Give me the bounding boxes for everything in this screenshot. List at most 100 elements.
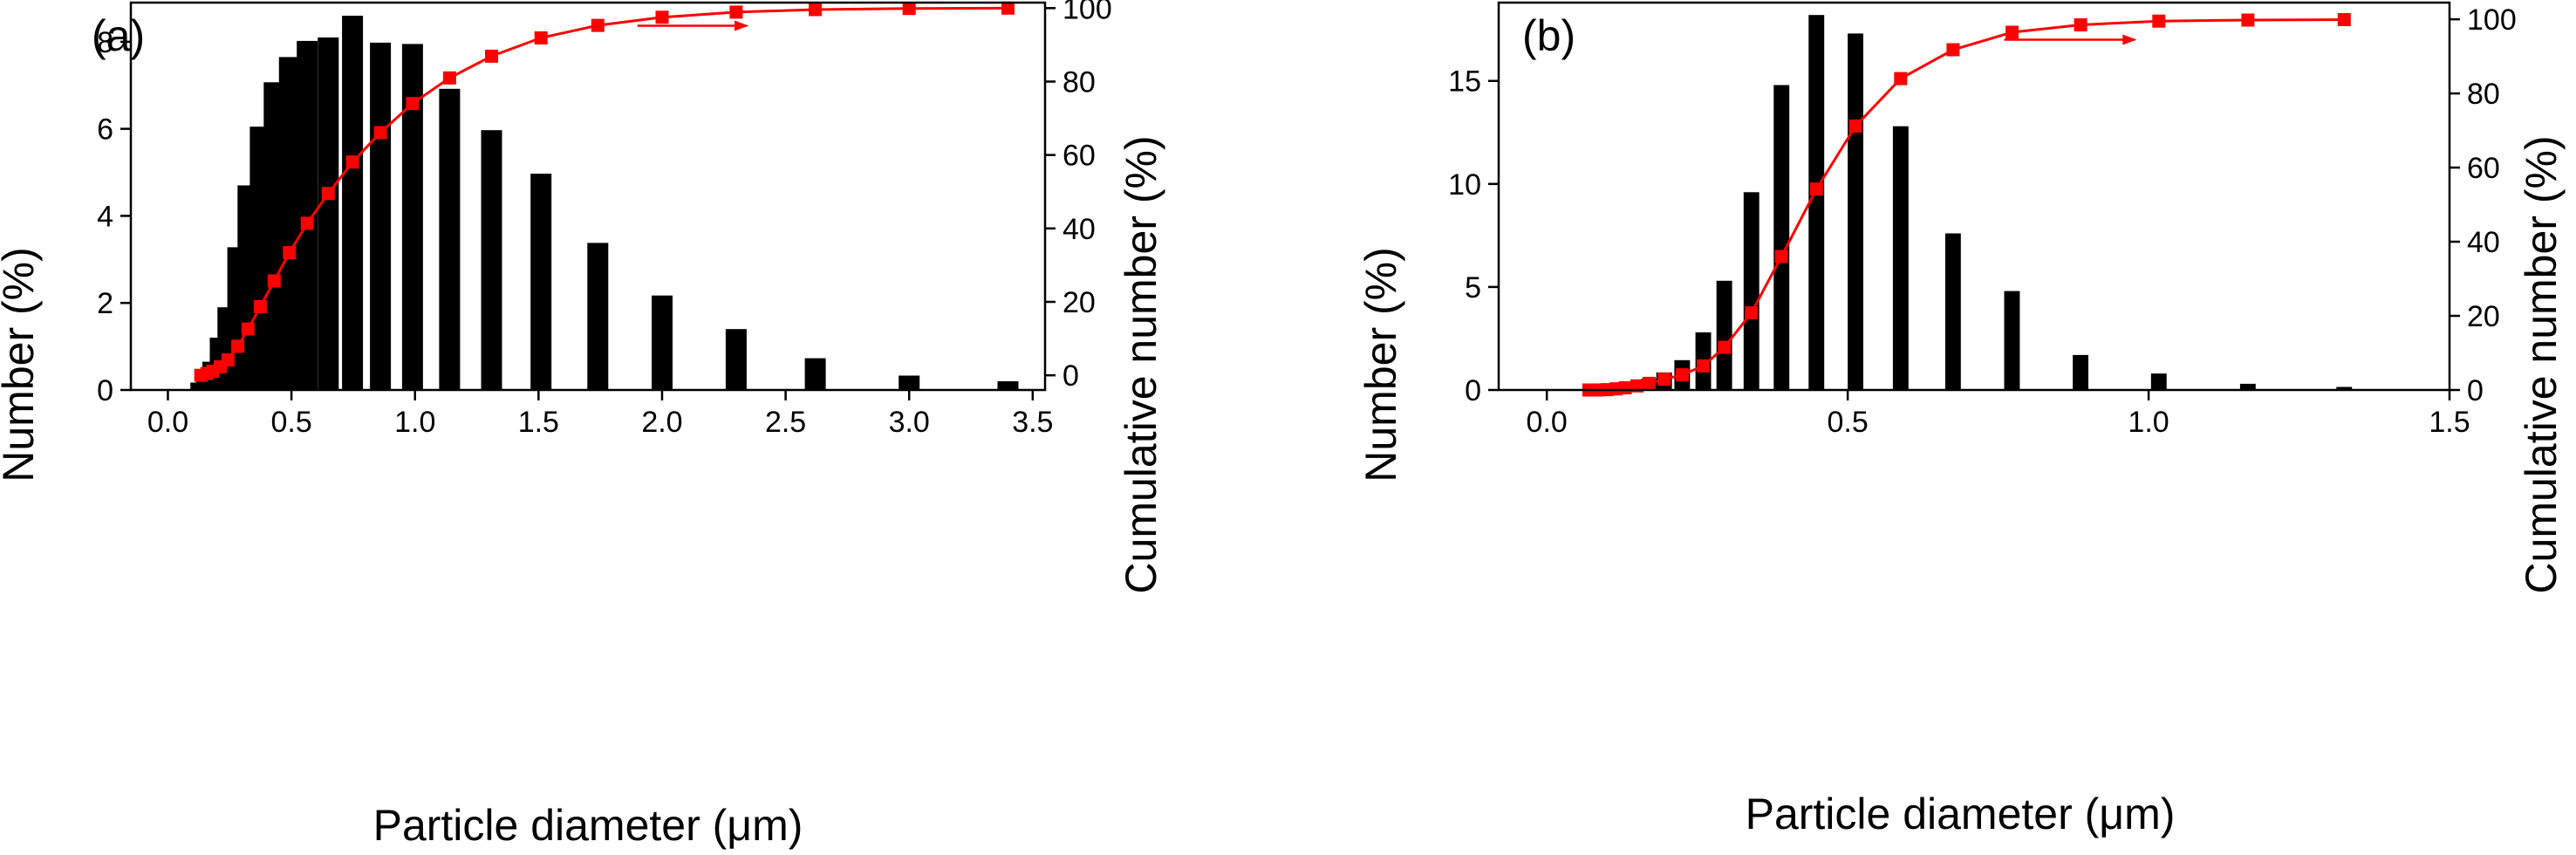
x-tick-label: 0.0: [1527, 406, 1568, 439]
cumulative-marker: [1848, 120, 1862, 133]
cumulative-marker: [1675, 368, 1689, 382]
cumulative-marker: [1718, 340, 1732, 354]
bar: [997, 381, 1019, 390]
bar: [1773, 85, 1790, 390]
bar: [401, 44, 423, 391]
cumulative-series: [194, 1, 1015, 382]
y2-tick-label: 80: [1063, 65, 1096, 99]
cumulative-marker: [2241, 13, 2255, 27]
bar: [342, 16, 364, 390]
y2-tick-label: 40: [1063, 213, 1096, 246]
cumulative-marker: [1657, 373, 1671, 386]
annotation-arrow: [637, 20, 749, 31]
x-tick-label: 0.5: [270, 406, 311, 439]
y2-axis-title: Cumulative number (%): [2517, 135, 2566, 593]
y2-tick-label: 60: [2467, 152, 2500, 185]
bar: [1892, 126, 1909, 390]
arrow-head: [735, 20, 749, 31]
y2-tick-label: 60: [1063, 140, 1096, 173]
x-tick-label: 1.5: [518, 406, 559, 439]
cumulative-marker: [241, 322, 255, 336]
bar: [278, 57, 300, 391]
cumulative-marker: [267, 274, 281, 288]
arrow-head: [2122, 34, 2137, 45]
y-tick-label: 8: [97, 26, 113, 59]
x-tick-label: 3.0: [889, 406, 930, 439]
x-axis-title: Particle diameter (μm): [1746, 790, 2176, 838]
y2-tick-label: 20: [2467, 300, 2500, 333]
y-tick-label: 6: [97, 113, 113, 147]
plot-frame: [129, 1, 1047, 392]
bar: [1944, 233, 1961, 390]
annotation-arrow: [2004, 34, 2137, 45]
x-axis-title: Particle diameter (μm): [373, 801, 803, 850]
cumulative-marker: [591, 18, 605, 32]
cumulative-marker: [1946, 43, 1960, 57]
panel-label: (a): [92, 11, 145, 60]
y-axis-title: Number (%): [0, 247, 43, 482]
x-tick-label: 2.0: [641, 406, 682, 439]
x-tick-label: 1.5: [2429, 406, 2470, 439]
cumulative-marker: [2005, 25, 2019, 39]
y-tick-label: 15: [1448, 65, 1481, 99]
y-tick-label: 10: [1448, 168, 1481, 202]
y2-tick-label: 0: [1063, 359, 1079, 393]
cumulative-marker: [231, 339, 245, 353]
cumulative-marker: [321, 187, 335, 201]
x-tick-label: 0.0: [147, 406, 188, 439]
cumulative-marker: [2152, 14, 2166, 28]
y-tick-label: 5: [1465, 271, 1481, 304]
cumulative-marker: [902, 2, 916, 16]
bar: [481, 130, 502, 390]
cumulative-marker: [283, 246, 297, 260]
cumulative-marker: [373, 126, 387, 140]
cumulative-marker: [534, 31, 548, 44]
cumulative-marker: [1774, 250, 1788, 263]
bar: [652, 295, 673, 390]
y2-axis-title: Cumulative number (%): [1117, 135, 1165, 593]
bar: [297, 40, 318, 391]
x-tick-label: 2.5: [765, 406, 806, 439]
cumulative-marker: [655, 10, 669, 24]
y2-tick-label: 0: [2467, 374, 2484, 407]
cumulative-marker: [1643, 376, 1656, 390]
y-tick-label: 0: [97, 374, 113, 407]
x-tick-label: 3.5: [1012, 406, 1053, 439]
bar: [2239, 383, 2256, 390]
bar-series: [1581, 15, 2353, 391]
cumulative-marker: [345, 155, 359, 169]
bar: [318, 37, 339, 391]
bar: [1808, 15, 1825, 390]
cumulative-marker: [221, 353, 235, 366]
cumulative-marker: [2074, 18, 2087, 31]
bar: [439, 88, 461, 391]
bar-series: [190, 16, 1019, 391]
plot-frame: [1497, 1, 2451, 392]
bar: [2073, 354, 2088, 390]
bar: [370, 42, 392, 391]
panel-a: Number (%) Cumulative number (%) Particl…: [0, 0, 1165, 850]
cumulative-marker: [1809, 182, 1823, 196]
panel-b: Number (%) Cumulative number (%) Particl…: [1356, 1, 2566, 838]
cumulative-marker: [300, 216, 314, 230]
y2-tick-label: 40: [2467, 226, 2500, 259]
bar: [2150, 373, 2167, 390]
y2-tick-label: 100: [2467, 3, 2517, 37]
y2-tick-label: 80: [2467, 78, 2500, 111]
bar: [2004, 291, 2020, 390]
x-tick-label: 1.0: [394, 406, 435, 439]
bar: [587, 243, 609, 390]
bar: [530, 174, 552, 390]
y-tick-label: 4: [97, 200, 113, 233]
cumulative-marker: [406, 97, 420, 111]
y2-tick-label: 20: [1063, 286, 1096, 319]
bar: [804, 358, 826, 390]
bar: [1743, 192, 1759, 390]
cumulative-marker: [1001, 1, 1015, 15]
cumulative-marker: [2337, 13, 2351, 26]
x-tick-label: 0.5: [1827, 406, 1868, 439]
bar: [2336, 386, 2353, 390]
cumulative-marker: [442, 71, 456, 85]
panel-label: (b): [1522, 11, 1575, 60]
cumulative-series: [1582, 13, 2351, 397]
